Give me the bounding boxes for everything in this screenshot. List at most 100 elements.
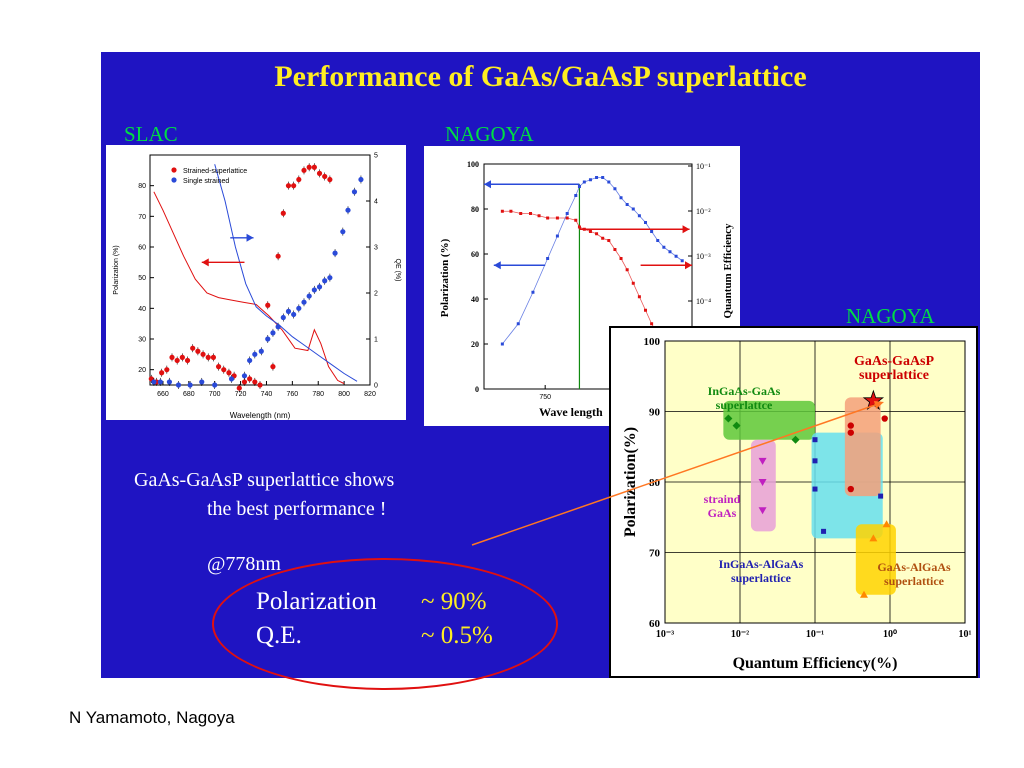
nagoya2-y-axis-label: Polarization(%) [622, 427, 639, 537]
slac-point-1 [327, 176, 333, 183]
slac-x-tick-label: 800 [338, 391, 350, 398]
nagoya2-point-3 [812, 458, 818, 464]
label-nagoya-2: NAGOYA [846, 304, 935, 328]
slac-point-1 [257, 382, 263, 388]
slac-point-1 [306, 164, 312, 170]
slac-point-2 [340, 229, 346, 235]
slac-point-1 [285, 183, 292, 189]
slac-x-tick-label: 660 [157, 391, 169, 398]
nagoya1-y2-tick-label: 10⁻¹ [696, 162, 711, 171]
nagoya1-point-1 [500, 209, 504, 213]
slac-qe-curve-1 [153, 191, 345, 385]
slac-point-2 [228, 376, 235, 382]
nagoya1-point-1 [644, 308, 648, 312]
slac-y2-tick-label: 0 [374, 383, 378, 390]
nagoya2-point-3 [812, 437, 818, 443]
nagoya-chart-1-panel: 750 0 20 40 60 80 100 10⁻¹ 10⁻² 10⁻³ 10⁻⁴ Wave len… [424, 146, 740, 426]
nagoya1-point-1 [528, 212, 532, 215]
slac-point-1 [200, 351, 206, 357]
nagoya2-x-tick-label: 10⁻² [731, 629, 749, 640]
nagoya1-point-1 [601, 236, 605, 240]
nagoya2-region-label-5: GaAs-AlGaAs [877, 560, 951, 574]
nagoya1-y-tick-label: 60 [471, 250, 479, 259]
slac-point-1 [280, 210, 286, 216]
slac-qe-curve-2 [214, 164, 358, 382]
nagoya1-x-tick-label: 750 [539, 394, 551, 401]
nagoya-chart-1: 750 0 20 40 60 80 100 10⁻¹ 10⁻² 10⁻³ 10⁻⁴ Wave len… [439, 160, 734, 419]
slac-point-2 [327, 275, 333, 281]
nagoya1-point-1 [577, 225, 581, 229]
slac-point-2 [275, 324, 281, 330]
nagoya2-x-tick-label: 10¹ [959, 629, 972, 640]
nagoya2-point-5 [859, 590, 868, 598]
slac-point-2 [258, 348, 264, 354]
nagoya1-point-2 [644, 221, 648, 224]
slac-point-2 [351, 189, 358, 195]
nagoya1-y-tick-label: 40 [471, 295, 479, 304]
nagoya2-point-4 [847, 485, 854, 493]
slac-x-tick-label: 680 [183, 391, 195, 398]
nagoya1-point-2 [680, 259, 684, 263]
nagoya1-y-axis-label: Polarization (%) [439, 238, 451, 317]
wavelength-note: @778nm [207, 553, 281, 575]
nagoya1-arrow-head [484, 180, 491, 189]
slac-x-axis-label: Wavelength (nm) [230, 411, 291, 420]
highlight-oval [212, 558, 558, 690]
nagoya1-point-1 [613, 248, 617, 251]
slac-point-1 [179, 354, 185, 360]
nagoya1-point-2 [650, 230, 654, 233]
slac-y2-tick-label: 5 [374, 153, 378, 160]
slac-point-2 [247, 357, 253, 364]
label-slac: SLAC [124, 122, 178, 146]
slac-x-tick-label: 720 [235, 391, 247, 398]
nagoya1-y2-tick-label: 10⁻³ [696, 252, 711, 261]
nagoya1-point-2 [656, 239, 660, 242]
slac-y-tick-label: 60 [138, 245, 146, 252]
label-nagoya-1: NAGOYA [445, 122, 534, 146]
slac-legend-marker-1 [171, 167, 177, 173]
nagoya2-region-label-2: straind [704, 492, 741, 506]
nagoya1-point-2 [631, 207, 635, 211]
nagoya1-point-2 [531, 290, 535, 294]
slac-chart: 660 680 700 720 740 760 780 800 8202030405060708… [113, 153, 401, 421]
nagoya1-point-1 [537, 214, 541, 218]
slac-point-1 [221, 367, 227, 373]
slac-point-2 [270, 330, 276, 336]
note-line-1: GaAs-GaAsP superlattice shows [134, 469, 395, 491]
slac-y2-tick-label: 2 [374, 291, 378, 298]
slac-point-2 [332, 250, 338, 256]
nagoya2-point-4 [881, 415, 888, 422]
nagoya2-region-label-3: InGaAs-AlGaAs [719, 557, 804, 571]
nagoya1-point-2 [625, 203, 629, 206]
slac-point-2 [316, 284, 323, 290]
slac-y2-axis-label: QE (%) [394, 259, 401, 282]
slac-legend-marker-2 [171, 177, 177, 183]
nagoya1-point-2 [546, 257, 550, 260]
nagoya1-y2-axis-label: Quantum Efficiency [722, 223, 734, 319]
slac-point-2 [265, 336, 271, 342]
nagoya2-y-tick-label: 80 [649, 477, 661, 489]
nagoya1-point-2 [565, 212, 569, 215]
slac-point-1 [226, 370, 232, 376]
slac-point-2 [157, 379, 163, 385]
nagoya1-point-1 [595, 232, 599, 236]
slac-point-1 [291, 183, 297, 189]
slac-x-tick-label: 760 [287, 391, 299, 398]
slac-x-tick-label: 780 [312, 391, 324, 398]
slac-point-2 [311, 287, 317, 293]
slac-point-1 [270, 364, 276, 370]
slac-point-1 [210, 354, 217, 360]
nagoya1-point-2 [500, 342, 504, 346]
slac-y2-tick-label: 3 [374, 245, 378, 252]
slac-y2-tick-label: 1 [374, 337, 378, 344]
nagoya-chart-2: 10⁻³ 10⁻² 10⁻¹ 10⁰ 10¹ 60 70 80 90 100 InGaAs-GaAs… [622, 336, 972, 672]
nagoya2-point-3 [878, 493, 884, 499]
nagoya1-point-1 [555, 216, 559, 220]
slac-y-tick-label: 80 [138, 183, 146, 190]
nagoya2-region-label-3: superlattice [731, 571, 792, 585]
nagoya2-point-3 [821, 528, 827, 534]
nagoya1-point-1 [607, 239, 611, 242]
slac-point-1 [184, 357, 191, 364]
nagoya1-y-tick-label: 100 [467, 160, 479, 169]
slac-point-1 [169, 354, 175, 360]
